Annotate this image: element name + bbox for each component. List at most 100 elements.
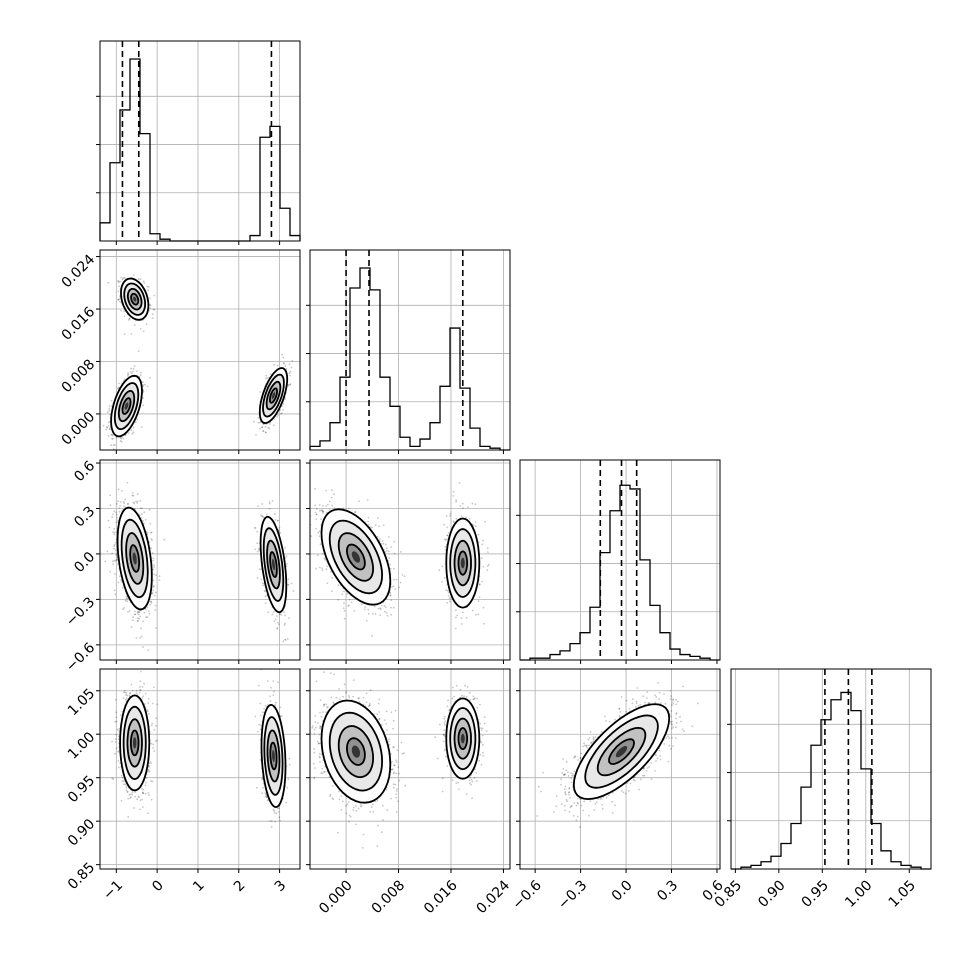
sample-point xyxy=(108,409,111,412)
sample-point xyxy=(284,614,286,617)
sample-point xyxy=(263,590,266,592)
sample-point xyxy=(136,620,139,622)
sample-point xyxy=(271,613,274,616)
sample-point xyxy=(113,531,116,534)
sample-point xyxy=(279,532,282,534)
sample-point xyxy=(122,437,125,440)
sample-point xyxy=(126,481,129,484)
sample-point xyxy=(343,590,345,593)
sample-point xyxy=(153,308,156,311)
sample-point xyxy=(153,566,156,568)
sample-point xyxy=(118,507,121,510)
sample-point xyxy=(115,437,118,439)
sample-point xyxy=(267,426,270,429)
sample-point xyxy=(154,604,157,607)
contour-line xyxy=(262,527,285,602)
sample-point xyxy=(109,494,112,497)
sample-point xyxy=(139,636,142,639)
contour-line xyxy=(117,389,136,423)
sample-point xyxy=(131,370,134,373)
sample-point xyxy=(123,276,125,279)
contour-line xyxy=(110,374,143,438)
sample-point xyxy=(120,309,122,312)
sample-point xyxy=(142,384,145,387)
sample-point xyxy=(275,615,278,617)
sample-point xyxy=(121,586,124,589)
sample-point xyxy=(282,640,285,642)
hist-frame xyxy=(309,249,511,451)
sample-point xyxy=(116,387,119,390)
sample-point xyxy=(117,299,120,301)
contour-line xyxy=(258,367,289,425)
sample-point xyxy=(287,578,290,581)
contour-line xyxy=(123,282,146,316)
sample-point xyxy=(146,385,149,388)
sample-point xyxy=(149,531,152,534)
sample-point xyxy=(133,502,136,504)
sample-point xyxy=(267,611,270,614)
sample-point xyxy=(123,607,126,609)
sample-point xyxy=(107,421,110,424)
sample-point xyxy=(147,286,150,288)
sample-point xyxy=(118,382,120,385)
contour-line xyxy=(269,551,278,578)
sample-point xyxy=(276,627,278,630)
sample-point xyxy=(142,620,145,623)
sample-point xyxy=(112,438,114,440)
sample-point xyxy=(152,317,154,319)
sample-point xyxy=(155,574,158,577)
sample-point xyxy=(286,638,289,640)
scatter-panel-p1-p2 xyxy=(306,459,511,664)
sample-point xyxy=(284,622,286,625)
sample-point xyxy=(124,434,127,437)
sample-point xyxy=(268,501,271,504)
sample-point xyxy=(113,589,116,592)
sample-point xyxy=(152,585,155,588)
sample-point xyxy=(144,519,147,521)
sample-point xyxy=(265,431,267,434)
sample-point xyxy=(281,353,283,356)
contour-line xyxy=(125,532,145,585)
sample-point xyxy=(108,427,111,430)
sample-point xyxy=(260,578,263,581)
sample-point xyxy=(273,620,276,623)
sample-point xyxy=(119,504,121,507)
scatter-frame xyxy=(99,459,301,661)
sample-point xyxy=(268,427,271,430)
sample-point xyxy=(119,280,122,283)
sample-point xyxy=(120,438,123,440)
sample-point xyxy=(120,579,122,581)
sample-point xyxy=(273,418,276,420)
sample-point xyxy=(142,280,145,283)
sample-point xyxy=(139,500,142,502)
sample-point xyxy=(277,414,279,416)
sample-point xyxy=(118,285,121,288)
sample-point xyxy=(136,370,138,372)
sample-point xyxy=(316,554,319,557)
sample-point xyxy=(125,597,128,600)
sample-point xyxy=(120,276,122,279)
sample-point xyxy=(146,616,149,619)
sample-point xyxy=(114,573,116,575)
sample-point xyxy=(126,503,129,505)
sample-point xyxy=(152,579,155,582)
sample-point xyxy=(314,488,316,490)
sample-point xyxy=(114,549,117,551)
sample-point xyxy=(102,424,105,427)
contour-line xyxy=(130,292,140,306)
contour-line xyxy=(259,516,288,614)
sample-point xyxy=(106,550,109,553)
sample-point xyxy=(389,567,392,570)
sample-point xyxy=(116,516,118,519)
sample-point xyxy=(285,368,288,370)
sample-point xyxy=(277,621,279,624)
sample-point xyxy=(132,367,135,370)
sample-point xyxy=(321,569,324,571)
sample-point xyxy=(348,507,350,510)
sample-point xyxy=(141,507,143,510)
sample-point xyxy=(136,502,139,504)
sample-point xyxy=(276,519,279,522)
sample-point xyxy=(273,513,276,516)
sample-point xyxy=(287,583,290,586)
sample-point xyxy=(113,527,115,530)
